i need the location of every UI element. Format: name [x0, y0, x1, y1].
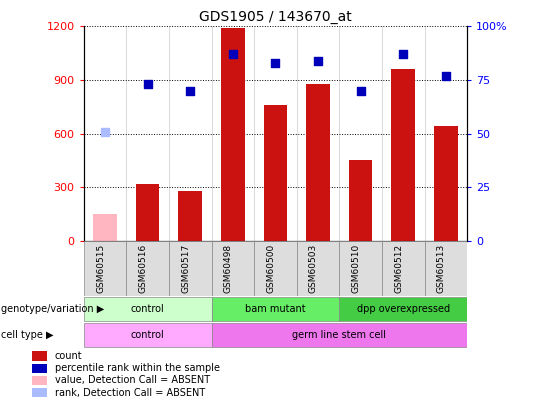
- Text: GSM60498: GSM60498: [224, 244, 233, 293]
- Text: control: control: [131, 304, 165, 314]
- Bar: [32, 364, 47, 373]
- Text: GSM60503: GSM60503: [309, 244, 318, 293]
- Bar: [93, 214, 117, 241]
- Point: [186, 87, 194, 94]
- Point: [271, 60, 280, 66]
- Bar: [212, 241, 254, 296]
- Bar: [306, 83, 330, 241]
- Text: GSM60515: GSM60515: [96, 244, 105, 293]
- Text: value, Detection Call = ABSENT: value, Detection Call = ABSENT: [55, 375, 210, 386]
- Text: percentile rank within the sample: percentile rank within the sample: [55, 363, 220, 373]
- Text: genotype/variation ▶: genotype/variation ▶: [1, 304, 104, 314]
- Point: [314, 58, 322, 64]
- Bar: [339, 297, 467, 321]
- Text: GSM60512: GSM60512: [394, 244, 403, 293]
- Text: GSM60500: GSM60500: [266, 244, 275, 293]
- Bar: [221, 28, 245, 241]
- Bar: [392, 69, 415, 241]
- Point: [399, 51, 408, 58]
- Bar: [212, 323, 467, 347]
- Bar: [126, 241, 169, 296]
- Bar: [349, 160, 372, 241]
- Bar: [382, 241, 424, 296]
- Text: bam mutant: bam mutant: [245, 304, 306, 314]
- Text: count: count: [55, 351, 82, 361]
- Text: GSM60513: GSM60513: [437, 244, 446, 293]
- Bar: [32, 352, 47, 361]
- Bar: [434, 126, 457, 241]
- Bar: [84, 323, 212, 347]
- Bar: [32, 388, 47, 397]
- Bar: [84, 297, 212, 321]
- Text: GSM60517: GSM60517: [181, 244, 190, 293]
- Bar: [212, 297, 339, 321]
- Point: [100, 128, 109, 135]
- Text: dpp overexpressed: dpp overexpressed: [356, 304, 450, 314]
- Point: [143, 81, 152, 87]
- Bar: [296, 241, 339, 296]
- Point: [356, 87, 365, 94]
- Bar: [136, 184, 159, 241]
- Text: GSM60510: GSM60510: [352, 244, 361, 293]
- Text: rank, Detection Call = ABSENT: rank, Detection Call = ABSENT: [55, 388, 205, 398]
- Bar: [84, 241, 126, 296]
- Title: GDS1905 / 143670_at: GDS1905 / 143670_at: [199, 10, 352, 24]
- Bar: [169, 241, 212, 296]
- Bar: [254, 241, 296, 296]
- Text: germ line stem cell: germ line stem cell: [292, 330, 386, 340]
- Bar: [179, 191, 202, 241]
- Point: [442, 72, 450, 79]
- Bar: [264, 105, 287, 241]
- Text: control: control: [131, 330, 165, 340]
- Text: cell type ▶: cell type ▶: [1, 330, 53, 340]
- Bar: [32, 376, 47, 385]
- Point: [228, 51, 237, 58]
- Bar: [339, 241, 382, 296]
- Bar: [424, 241, 467, 296]
- Text: GSM60516: GSM60516: [139, 244, 147, 293]
